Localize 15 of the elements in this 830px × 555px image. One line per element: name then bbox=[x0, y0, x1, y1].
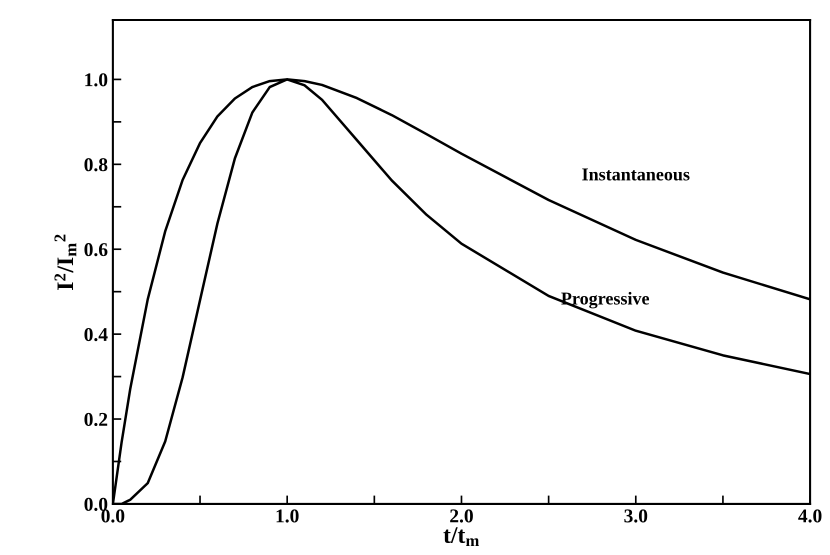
x-tick-label: 1.0 bbox=[276, 509, 299, 523]
series-label: Progressive bbox=[561, 292, 650, 308]
x-tick-label: 4.0 bbox=[798, 509, 822, 523]
x-axis-title: t/t$_{m}$ bbox=[443, 527, 480, 546]
y-tick-label: 0.6 bbox=[84, 243, 108, 256]
y-tick-label: 0.8 bbox=[84, 158, 108, 172]
x-tick-label: 0.0 bbox=[101, 509, 124, 523]
x-tick-label: 3.0 bbox=[624, 509, 648, 523]
series-label: Instantaneous bbox=[582, 168, 690, 181]
y-tick-label: 1.0 bbox=[85, 73, 108, 86]
y-tick-label: 0.0 bbox=[84, 498, 108, 511]
y-axis-title: I$^{2}$/I$_{m}$$^{2}$ bbox=[54, 234, 76, 290]
y-tick-label: 0.4 bbox=[84, 328, 108, 342]
x-tick-label: 2.0 bbox=[450, 509, 473, 523]
y-tick-label: 0.2 bbox=[84, 412, 108, 426]
